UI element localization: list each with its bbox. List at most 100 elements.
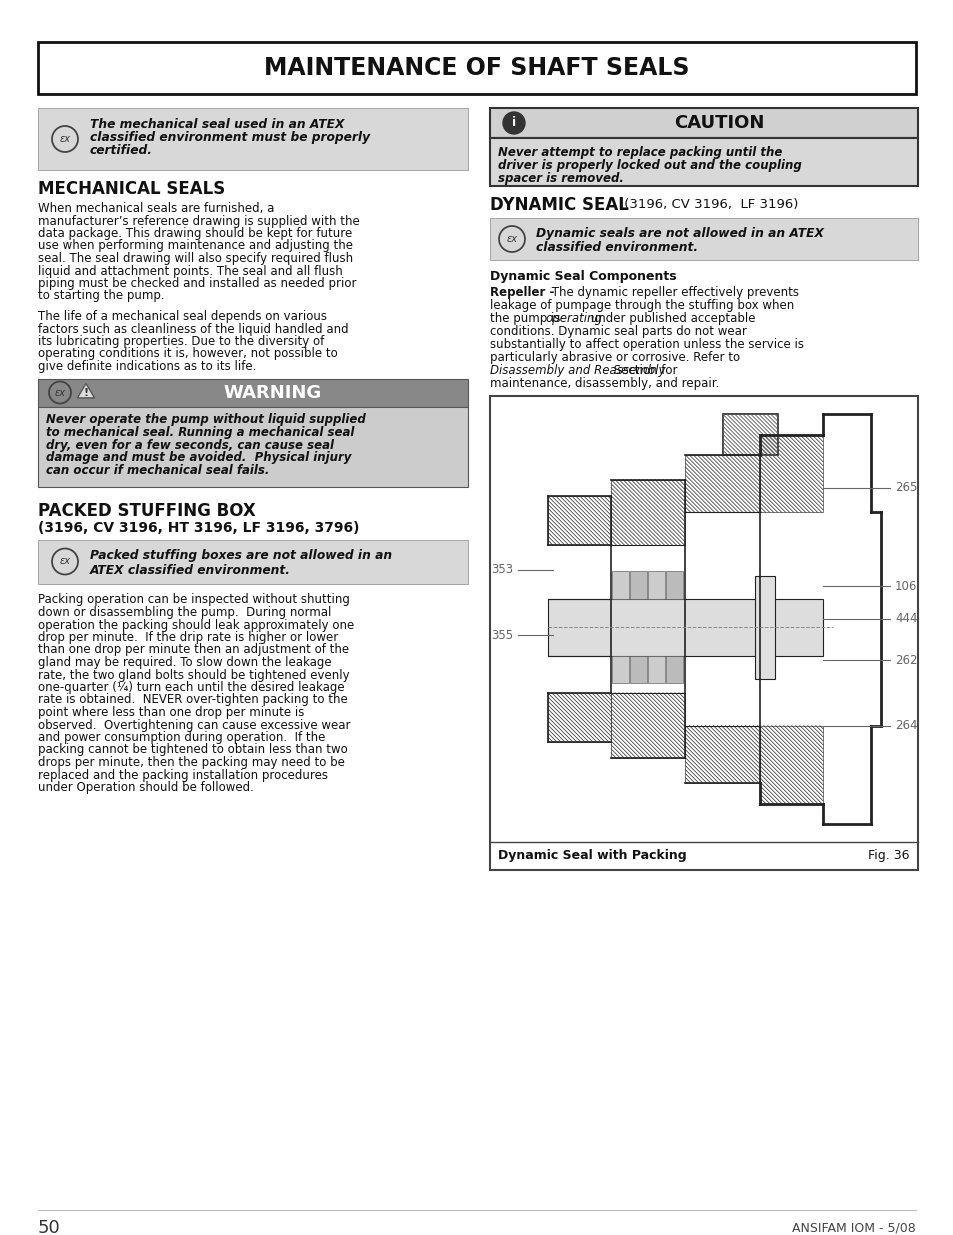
Text: piping must be checked and installed as needed prior: piping must be checked and installed as … [38, 277, 356, 290]
Text: manufacturer’s reference drawing is supplied with the: manufacturer’s reference drawing is supp… [38, 215, 359, 227]
Bar [38, 42, 915, 94]
Text: replaced and the packing installation procedures: replaced and the packing installation pr… [38, 768, 328, 782]
Bar [490, 138, 917, 186]
Text: rate, the two gland bolts should be tightened evenly: rate, the two gland bolts should be tigh… [38, 668, 349, 682]
Bar [754, 576, 774, 679]
Bar [684, 726, 759, 783]
Bar [38, 107, 468, 170]
Text: conditions. Dynamic seal parts do not wear: conditions. Dynamic seal parts do not we… [490, 325, 746, 338]
Bar [629, 656, 646, 683]
Text: can occur if mechanical seal fails.: can occur if mechanical seal fails. [46, 463, 269, 477]
Text: substantially to affect operation unless the service is: substantially to affect operation unless… [490, 338, 803, 351]
Bar [612, 572, 628, 599]
Text: DYNAMIC SEAL: DYNAMIC SEAL [490, 196, 628, 214]
Text: 444: 444 [894, 613, 917, 625]
Text: εx: εx [59, 557, 71, 567]
Bar [684, 454, 759, 513]
Bar [721, 414, 778, 454]
Text: Never operate the pump without liquid supplied: Never operate the pump without liquid su… [46, 414, 365, 426]
Text: seal. The seal drawing will also specify required flush: seal. The seal drawing will also specify… [38, 252, 353, 266]
Text: (3196, CV 3196, HT 3196, LF 3196, 3796): (3196, CV 3196, HT 3196, LF 3196, 3796) [38, 521, 359, 536]
Text: Dynamic Seal Components: Dynamic Seal Components [490, 270, 676, 283]
Text: damage and must be avoided.  Physical injury: damage and must be avoided. Physical inj… [46, 451, 351, 464]
Bar [38, 406, 468, 487]
Text: The dynamic repeller effectively prevents: The dynamic repeller effectively prevent… [547, 287, 799, 299]
Text: The mechanical seal used in an ATEX: The mechanical seal used in an ATEX [90, 119, 344, 131]
Text: certified.: certified. [90, 144, 152, 157]
Text: εx: εx [59, 135, 71, 144]
Bar [490, 107, 917, 138]
Text: under Operation should be followed.: under Operation should be followed. [38, 781, 253, 794]
Text: drop per minute.  If the drip rate is higher or lower: drop per minute. If the drip rate is hig… [38, 631, 338, 643]
Polygon shape [77, 384, 94, 398]
Text: 50: 50 [38, 1219, 61, 1235]
Bar [610, 693, 684, 758]
Text: to mechanical seal. Running a mechanical seal: to mechanical seal. Running a mechanical… [46, 426, 354, 438]
Text: liquid and attachment points. The seal and all flush: liquid and attachment points. The seal a… [38, 264, 342, 278]
Bar [647, 572, 664, 599]
Text: Never attempt to replace packing until the: Never attempt to replace packing until t… [497, 146, 781, 159]
Text: under published acceptable: under published acceptable [586, 312, 755, 325]
Bar [665, 572, 682, 599]
Text: WARNING: WARNING [224, 384, 322, 401]
Text: (3196, CV 3196,  LF 3196): (3196, CV 3196, LF 3196) [619, 198, 798, 211]
Text: driver is properly locked out and the coupling: driver is properly locked out and the co… [497, 159, 801, 172]
Text: Fig. 36: Fig. 36 [867, 850, 909, 862]
Bar [721, 414, 778, 454]
Bar [759, 435, 822, 513]
Bar [38, 378, 468, 406]
Text: Packed stuffing boxes are not allowed in an: Packed stuffing boxes are not allowed in… [90, 550, 392, 562]
Text: spacer is removed.: spacer is removed. [497, 172, 623, 185]
Bar [38, 540, 468, 583]
Text: maintenance, disassembly, and repair.: maintenance, disassembly, and repair. [490, 377, 719, 390]
Text: its lubricating properties. Due to the diversity of: its lubricating properties. Due to the d… [38, 335, 324, 348]
Text: packing cannot be tightened to obtain less than two: packing cannot be tightened to obtain le… [38, 743, 348, 757]
Text: classified environment must be properly: classified environment must be properly [90, 131, 370, 144]
Text: give definite indications as to its life.: give definite indications as to its life… [38, 359, 256, 373]
Bar [665, 656, 682, 683]
Text: rate is obtained.  NEVER over-tighten packing to the: rate is obtained. NEVER over-tighten pac… [38, 694, 348, 706]
Text: Section for: Section for [609, 364, 677, 377]
Text: When mechanical seals are furnished, a: When mechanical seals are furnished, a [38, 203, 274, 215]
Text: operating: operating [544, 312, 601, 325]
Bar [547, 599, 822, 656]
Text: Dynamic seals are not allowed in an ATEX: Dynamic seals are not allowed in an ATEX [536, 227, 823, 240]
Text: factors such as cleanliness of the liquid handled and: factors such as cleanliness of the liqui… [38, 322, 348, 336]
Text: to starting the pump.: to starting the pump. [38, 289, 165, 303]
Text: Disassembly and Reassembly: Disassembly and Reassembly [490, 364, 665, 377]
Text: and power consumption during operation.  If the: and power consumption during operation. … [38, 731, 325, 743]
Bar [547, 693, 610, 742]
Text: Dynamic Seal with Packing: Dynamic Seal with Packing [497, 850, 686, 862]
Text: than one drop per minute then an adjustment of the: than one drop per minute then an adjustm… [38, 643, 349, 657]
Bar [610, 479, 684, 545]
Text: MAINTENANCE OF SHAFT SEALS: MAINTENANCE OF SHAFT SEALS [264, 56, 689, 80]
Text: PACKED STUFFING BOX: PACKED STUFFING BOX [38, 503, 255, 520]
Text: ANSIFAM IOM - 5/08: ANSIFAM IOM - 5/08 [791, 1221, 915, 1235]
Bar [629, 572, 646, 599]
Text: one-quarter (¼) turn each until the desired leakage: one-quarter (¼) turn each until the desi… [38, 680, 344, 694]
Text: 264: 264 [894, 719, 917, 732]
Text: operation the packing should leak approximately one: operation the packing should leak approx… [38, 619, 354, 631]
Text: use when performing maintenance and adjusting the: use when performing maintenance and adju… [38, 240, 353, 252]
Bar [490, 396, 917, 869]
Text: MECHANICAL SEALS: MECHANICAL SEALS [38, 180, 225, 198]
Text: data package. This drawing should be kept for future: data package. This drawing should be kep… [38, 227, 352, 240]
Text: operating conditions it is, however, not possible to: operating conditions it is, however, not… [38, 347, 337, 361]
Bar [612, 656, 628, 683]
Text: the pump is: the pump is [490, 312, 563, 325]
Circle shape [502, 112, 524, 135]
Bar [490, 219, 917, 261]
Bar [547, 496, 610, 545]
Text: Repeller -: Repeller - [490, 287, 554, 299]
Text: particularly abrasive or corrosive. Refer to: particularly abrasive or corrosive. Refe… [490, 351, 740, 364]
Bar [647, 656, 664, 683]
Text: 353: 353 [491, 563, 513, 577]
Text: Packing operation can be inspected without shutting: Packing operation can be inspected witho… [38, 594, 350, 606]
Text: classified environment.: classified environment. [536, 241, 698, 254]
Text: down or disassembling the pump.  During normal: down or disassembling the pump. During n… [38, 606, 331, 619]
Text: observed.  Overtightening can cause excessive wear: observed. Overtightening can cause exces… [38, 719, 350, 731]
Text: leakage of pumpage through the stuffing box when: leakage of pumpage through the stuffing … [490, 299, 794, 312]
Text: drops per minute, then the packing may need to be: drops per minute, then the packing may n… [38, 756, 345, 769]
Text: 265: 265 [894, 482, 917, 494]
Text: dry, even for a few seconds, can cause seal: dry, even for a few seconds, can cause s… [46, 438, 334, 452]
